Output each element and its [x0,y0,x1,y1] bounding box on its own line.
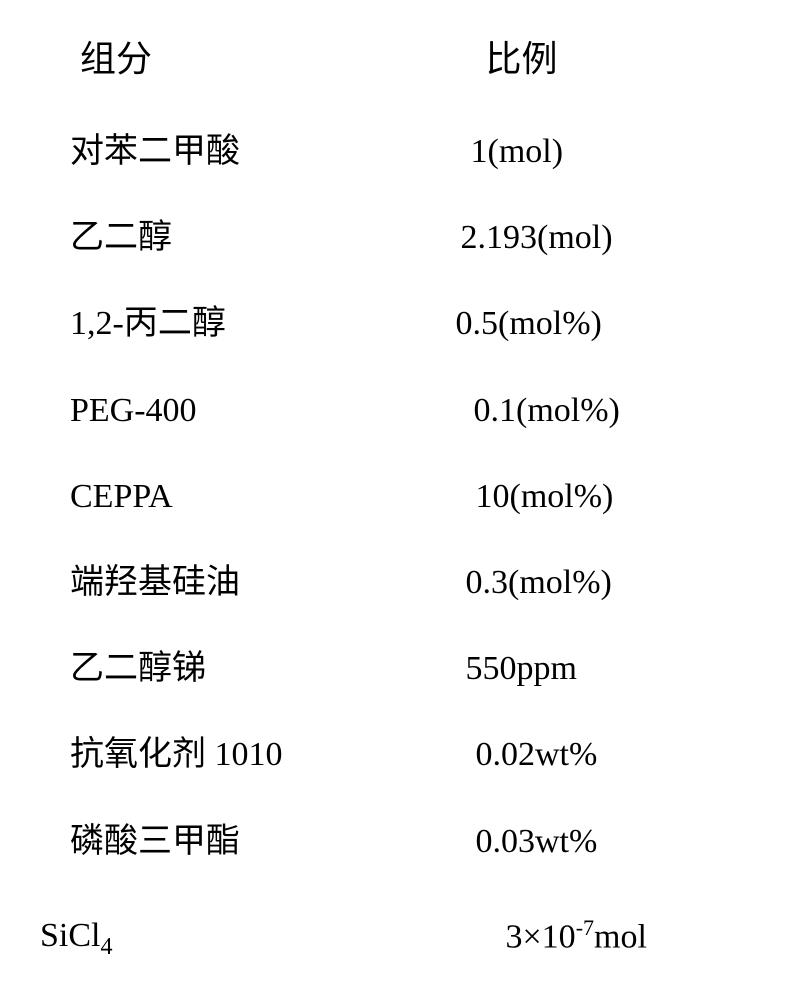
table-row: 端羟基硅油0.3(mol%) [40,561,751,605]
cell-ratio: 2.193(mol) [396,216,752,260]
cell-ratio: 10(mol%) [396,475,752,519]
ratio-superscript: -7 [576,915,594,940]
ratio-prefix: 3×10 [506,918,576,955]
composition-table: 组分 比例 对苯二甲酸1(mol)乙二醇2.193(mol)1,2-丙二醇0.5… [40,30,751,963]
cell-component: CEPPA [40,475,396,519]
cell-component: 抗氧化剂 1010 [40,733,396,777]
table-row: 对苯二甲酸1(mol) [40,130,751,174]
cell-ratio: 0.1(mol%) [396,389,752,433]
table-row-last: SiCl4 3×10-7mol [40,914,751,963]
table-row: 乙二醇锑550ppm [40,647,751,691]
component-subscript: 4 [100,933,112,959]
cell-ratio-last: 3×10-7mol [396,914,752,963]
cell-ratio: 0.3(mol%) [396,561,752,605]
cell-component: 1,2-丙二醇 [40,302,396,346]
cell-component-last: SiCl4 [40,914,396,963]
header-ratio: 比例 [396,30,752,82]
cell-component: 端羟基硅油 [40,561,396,605]
cell-ratio: 1(mol) [396,130,752,174]
header-component: 组分 [40,30,396,82]
table-header-row: 组分 比例 [40,30,751,82]
cell-component: 磷酸三甲酯 [40,820,396,864]
cell-component: 乙二醇锑 [40,647,396,691]
table-row: CEPPA10(mol%) [40,475,751,519]
table-row: 磷酸三甲酯0.03wt% [40,820,751,864]
ratio-suffix: mol [594,918,647,955]
cell-ratio: 0.5(mol%) [396,302,752,346]
table-row: 抗氧化剂 10100.02wt% [40,733,751,777]
cell-component: 对苯二甲酸 [40,130,396,174]
cell-ratio: 0.03wt% [396,820,752,864]
cell-ratio: 550ppm [396,647,752,691]
component-prefix: SiCl [40,917,100,954]
cell-component: PEG-400 [40,389,396,433]
table-row: 乙二醇2.193(mol) [40,216,751,260]
cell-component: 乙二醇 [40,216,396,260]
table-row: 1,2-丙二醇0.5(mol%) [40,302,751,346]
cell-ratio: 0.02wt% [396,733,752,777]
table-row: PEG-4000.1(mol%) [40,389,751,433]
